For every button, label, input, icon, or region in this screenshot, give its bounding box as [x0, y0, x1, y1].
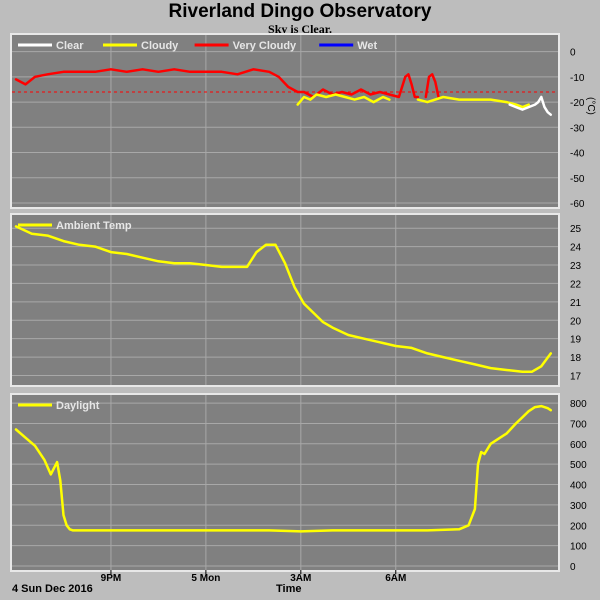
x-axis-label: Time — [276, 583, 302, 595]
y-tick-label: -50 — [570, 174, 585, 185]
legend-label: Daylight — [56, 400, 100, 412]
y-tick-label: 19 — [570, 335, 582, 346]
y-tick-label: -10 — [570, 73, 585, 84]
x-tick-label: 3AM — [290, 573, 311, 584]
sky-series-line — [416, 95, 530, 109]
footer-date: 4 Sun Dec 2016 — [12, 583, 93, 595]
daylight-series-line — [14, 404, 553, 533]
y-tick-label: 23 — [570, 261, 582, 272]
plot-area-ambient — [12, 215, 558, 385]
y-tick-label: -40 — [570, 149, 585, 160]
y-tick-label: 24 — [570, 243, 582, 254]
legend-label: Ambient Temp — [56, 220, 132, 232]
y-tick-label: -60 — [570, 199, 585, 210]
ambient-series-line — [14, 225, 553, 374]
legend-label: Clear — [56, 40, 84, 52]
y-tick-label: 800 — [570, 399, 587, 410]
y-tick-label: 400 — [570, 481, 587, 492]
x-tick-label: 5 Mon — [191, 573, 220, 584]
y-tick-label: 700 — [570, 419, 587, 430]
y-tick-label: 600 — [570, 440, 587, 451]
legend-label: Very Cloudy — [233, 40, 297, 52]
y-tick-label: 25 — [570, 224, 582, 235]
plot-area-sky — [12, 35, 558, 207]
y-tick-label: 17 — [570, 371, 582, 382]
y-tick-label: 300 — [570, 501, 587, 512]
y-tick-label: 21 — [570, 298, 582, 309]
sky-series-line — [424, 73, 440, 99]
sky-status: Sky is Clear. — [268, 22, 332, 36]
x-tick-label: 9PM — [101, 573, 122, 584]
sky-series-line — [14, 68, 420, 99]
y-tick-label: -20 — [570, 98, 585, 109]
y-tick-label: 100 — [570, 542, 587, 553]
legend-label: Wet — [357, 40, 377, 52]
x-tick-label: 6AM — [385, 573, 406, 584]
chart-title: Riverland Dingo Observatory — [168, 1, 432, 22]
y-tick-label: 22 — [570, 279, 582, 290]
sky-series-line — [508, 95, 553, 116]
y-tick-label: 20 — [570, 316, 582, 327]
sky-series-line — [296, 93, 391, 106]
y-tick-label: 0 — [570, 48, 576, 59]
y-tick-label: 0 — [570, 562, 576, 573]
y-tick-label: 18 — [570, 353, 582, 364]
plot-area-daylight — [12, 395, 558, 570]
legend-label: Cloudy — [141, 40, 179, 52]
y-axis-unit: (°C) — [585, 97, 596, 115]
y-tick-label: 500 — [570, 460, 587, 471]
y-tick-label: 200 — [570, 521, 587, 532]
y-tick-label: -30 — [570, 123, 585, 134]
